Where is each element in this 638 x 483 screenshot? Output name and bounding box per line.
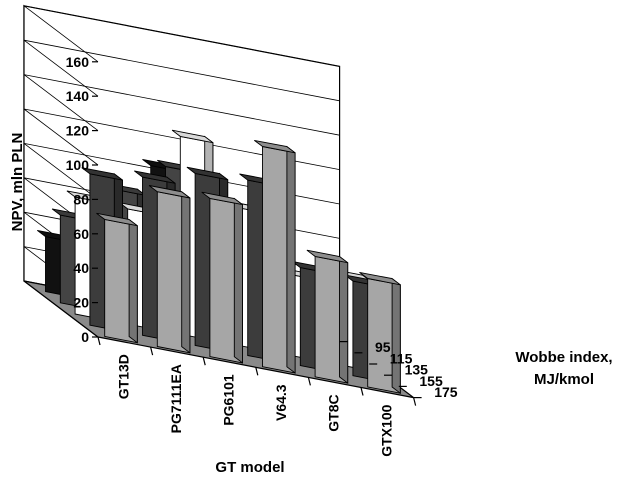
z-tick-label: 175: [434, 384, 458, 400]
bar-side-face: [286, 145, 296, 374]
bar-side-face: [233, 197, 243, 364]
bar-side-face: [181, 190, 191, 354]
x-tick-label: PG6101: [221, 374, 237, 426]
bar-top-face: [81, 167, 123, 181]
bar-top-face: [171, 129, 214, 144]
z-tick-label: 95: [375, 339, 391, 355]
bar-side-face: [128, 218, 138, 344]
gridline: [23, 39, 340, 102]
z-tick-label: 155: [419, 373, 443, 389]
bars: [37, 129, 401, 395]
gridline: [23, 108, 340, 170]
y-tick-label: 140: [66, 88, 90, 104]
bar-side-face: [391, 277, 401, 395]
z-tick-label: 135: [405, 362, 429, 378]
x-tick-label: GT13D: [115, 354, 131, 399]
x-tick: [202, 357, 206, 366]
axes: 0 20 40 60 80 100 120 140 160 GT13D PG7111EA PG6101…: [66, 54, 458, 457]
x-tick-label: PG7111EA: [168, 364, 184, 433]
x-tick: [255, 367, 259, 376]
bar: [306, 249, 349, 385]
bar-top-face: [254, 139, 296, 154]
y-tick-label: 120: [66, 123, 90, 139]
x-tick: [307, 377, 311, 386]
x-tick-label: GT8C: [326, 394, 342, 431]
x-tick-label: V64.3: [273, 384, 289, 421]
x-tick: [150, 346, 154, 356]
y-tick-label: 60: [73, 226, 89, 242]
bar-side-face: [339, 255, 349, 385]
z-tick-label: 115: [390, 350, 413, 366]
bar-top-face: [186, 166, 228, 181]
x-tick-label: GTX100: [378, 404, 394, 456]
bar: [96, 212, 138, 344]
bar-top-face: [359, 271, 401, 286]
gridline: [23, 143, 340, 205]
bar: [201, 191, 243, 364]
y-tick-label: 80: [73, 191, 89, 207]
y-tick-label: 40: [73, 260, 89, 276]
x-tick: [413, 397, 417, 406]
bar-top-face: [201, 191, 243, 206]
gridline: [23, 74, 340, 136]
bar: [148, 185, 191, 354]
gridline: [23, 5, 340, 67]
y-tick-label: 20: [73, 295, 89, 311]
z-axis-title-line1: Wobbe index,: [515, 349, 612, 366]
y-tick-label: 160: [66, 54, 90, 70]
bar-top-face: [306, 249, 348, 264]
bar: [254, 139, 296, 374]
x-tick: [97, 336, 101, 346]
bar-top-face: [134, 170, 176, 184]
x-axis-title: GT model: [215, 459, 284, 476]
x-tick: [360, 387, 364, 396]
bar-top-face: [148, 185, 191, 199]
y-tick-label: 0: [81, 329, 89, 345]
z-axis-title-line2: MJ/kmol: [534, 371, 594, 388]
bar-top-face: [96, 212, 138, 227]
y-axis-title: NPV, mln PLN: [9, 133, 26, 232]
y-tick-label: 100: [66, 157, 90, 173]
